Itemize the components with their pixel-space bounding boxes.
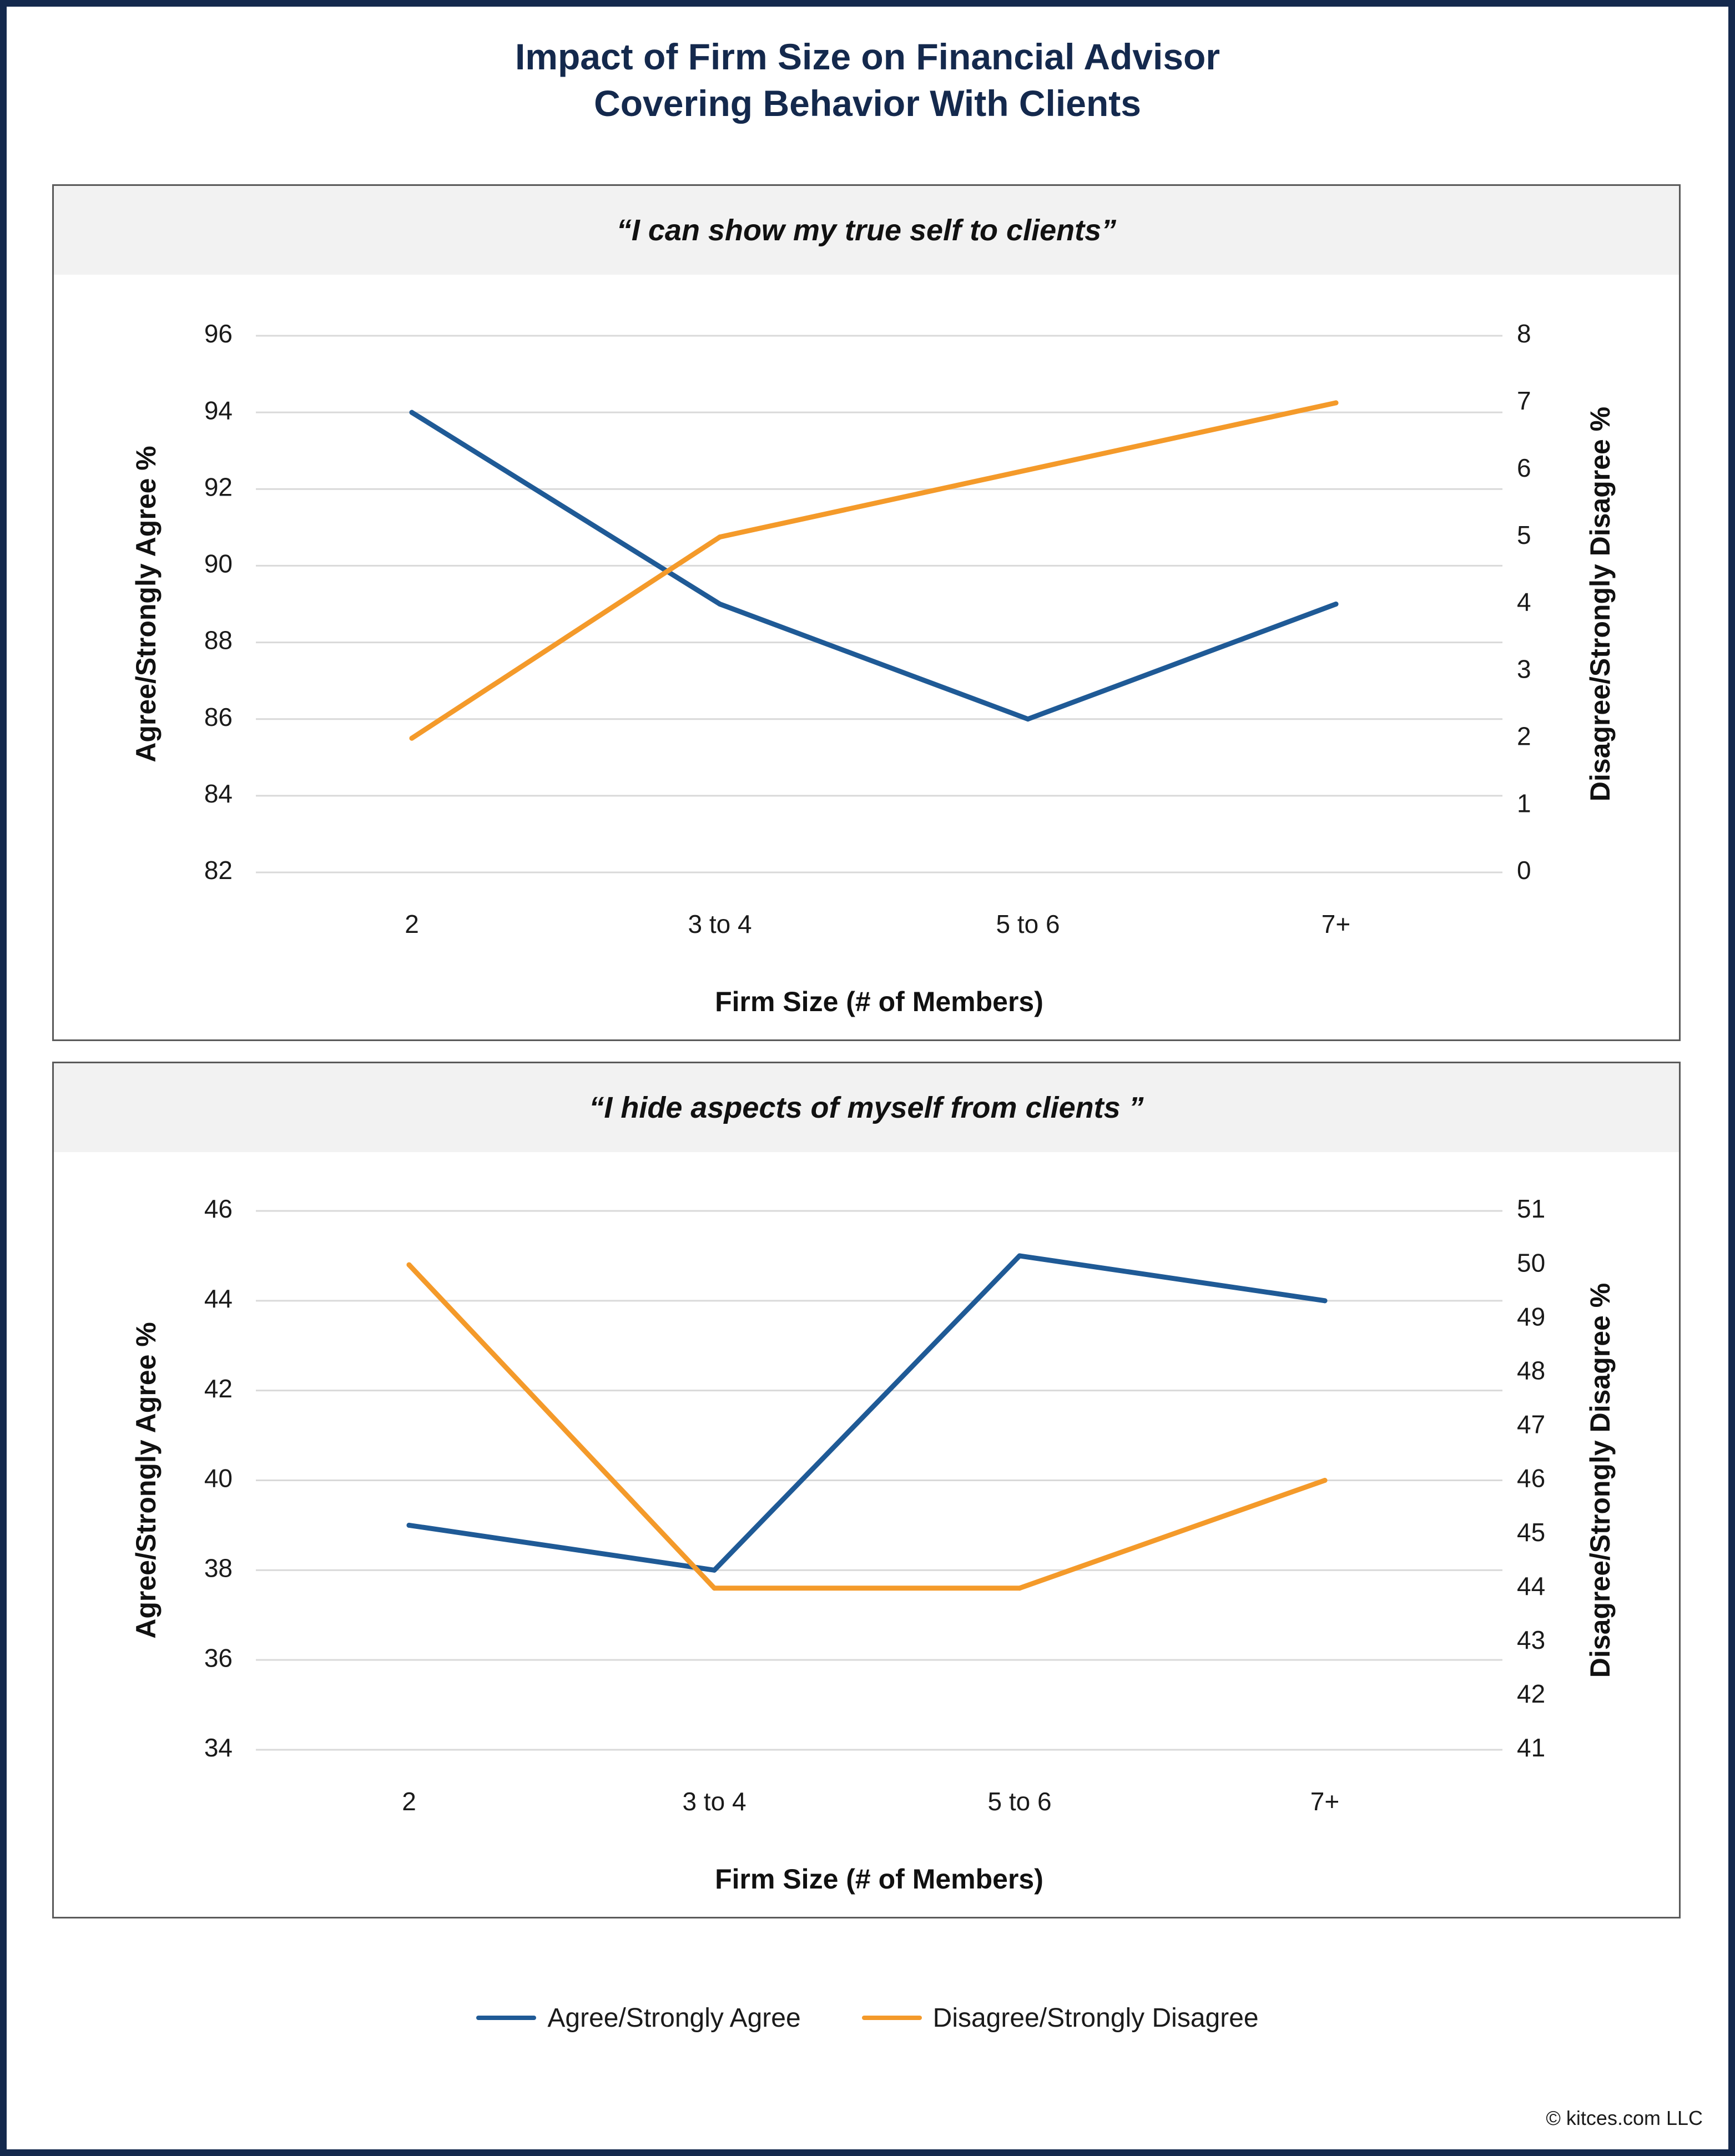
y-right-tick-label: 43 bbox=[1517, 1625, 1545, 1654]
data-point-disagree bbox=[409, 735, 415, 741]
y-right-tick-label: 41 bbox=[1517, 1733, 1545, 1762]
data-point-disagree bbox=[406, 1262, 412, 1268]
x-tick-label: 7+ bbox=[1322, 910, 1350, 938]
y-left-tick-label: 86 bbox=[204, 703, 233, 731]
y-left-tick-label: 88 bbox=[204, 626, 233, 655]
y-left-tick-label: 34 bbox=[204, 1733, 233, 1762]
x-tick-label: 2 bbox=[405, 910, 419, 938]
x-tick-label: 3 to 4 bbox=[682, 1787, 746, 1816]
y-left-tick-label: 46 bbox=[204, 1194, 233, 1223]
chart-panel-hide-aspects: “I hide aspects of myself from clients ”… bbox=[52, 1062, 1681, 1918]
legend-label-disagree: Disagree/Strongly Disagree bbox=[932, 2003, 1259, 2033]
title-line-2: Covering Behavior With Clients bbox=[594, 83, 1141, 124]
figure-title: Impact of Firm Size on Financial Advisor… bbox=[0, 33, 1735, 127]
y-right-tick-label: 51 bbox=[1517, 1194, 1545, 1223]
data-point-agree bbox=[1025, 716, 1031, 722]
legend-swatch-agree bbox=[476, 2016, 537, 2020]
data-point-agree bbox=[409, 410, 415, 415]
y-right-tick-label: 42 bbox=[1517, 1679, 1545, 1708]
series-line-disagree bbox=[409, 400, 1339, 741]
series-line-disagree bbox=[406, 1262, 1328, 1591]
title-line-1: Impact of Firm Size on Financial Advisor bbox=[515, 36, 1220, 77]
y-right-tick-label: 0 bbox=[1517, 856, 1531, 885]
y-right-tick-label: 49 bbox=[1517, 1302, 1545, 1331]
data-point-agree bbox=[717, 602, 723, 607]
data-point-agree bbox=[406, 1522, 412, 1528]
y-left-axis-label: Agree/Strongly Agree % bbox=[130, 446, 162, 763]
y-right-tick-label: 44 bbox=[1517, 1572, 1545, 1600]
legend-item-agree: Agree/Strongly Agree bbox=[476, 2003, 801, 2033]
y-right-tick-label: 45 bbox=[1517, 1518, 1545, 1547]
y-right-tick-label: 8 bbox=[1517, 319, 1531, 348]
legend: Agree/Strongly Agree Disagree/Strongly D… bbox=[0, 1996, 1735, 2040]
line-chart-hide-aspects: 34 36 38 40 42 44 46 41 42 43 44 45 46 47 48 49 50 51 2 3 t… bbox=[130, 1194, 1616, 1895]
data-point-disagree bbox=[717, 534, 723, 540]
data-point-disagree bbox=[1017, 1586, 1022, 1591]
x-tick-label: 5 to 6 bbox=[987, 1787, 1051, 1816]
y-right-tick-label: 1 bbox=[1517, 789, 1531, 817]
data-point-agree bbox=[1333, 602, 1339, 607]
y-right-tick-label: 50 bbox=[1517, 1248, 1545, 1277]
y-left-tick-label: 94 bbox=[204, 396, 233, 425]
y-left-tick-label: 40 bbox=[204, 1464, 233, 1493]
y-left-tick-label: 36 bbox=[204, 1643, 233, 1672]
data-point-disagree bbox=[1333, 400, 1339, 406]
x-tick-label: 2 bbox=[402, 1787, 416, 1816]
x-tick-label: 3 to 4 bbox=[688, 910, 752, 938]
x-tick-label: 5 to 6 bbox=[996, 910, 1060, 938]
y-left-tick-label: 44 bbox=[204, 1284, 233, 1313]
y-left-tick-label: 92 bbox=[204, 472, 233, 501]
y-left-axis-label: Agree/Strongly Agree % bbox=[130, 1322, 162, 1639]
y-right-tick-label: 7 bbox=[1517, 386, 1531, 415]
copyright-footer: © kitces.com LLC bbox=[1546, 2107, 1703, 2129]
y-left-tick-label: 90 bbox=[204, 549, 233, 578]
legend-swatch-disagree bbox=[861, 2016, 922, 2020]
data-point-disagree bbox=[712, 1586, 717, 1591]
y-right-tick-label: 2 bbox=[1517, 721, 1531, 750]
y-left-tick-label: 42 bbox=[204, 1374, 233, 1403]
data-point-disagree bbox=[1322, 1478, 1328, 1483]
chart-title: “I hide aspects of myself from clients ” bbox=[54, 1063, 1679, 1152]
chart-panel-true-self: “I can show my true self to clients” 82 8… bbox=[52, 184, 1681, 1041]
y-right-tick-label: 48 bbox=[1517, 1356, 1545, 1385]
chart-title: “I can show my true self to clients” bbox=[54, 186, 1679, 275]
y-left-tick-label: 84 bbox=[204, 779, 233, 808]
y-right-tick-label: 5 bbox=[1517, 521, 1531, 549]
x-axis-label: Firm Size (# of Members) bbox=[715, 1864, 1043, 1895]
legend-label-agree: Agree/Strongly Agree bbox=[547, 2003, 801, 2033]
x-tick-label: 7+ bbox=[1310, 1787, 1339, 1816]
data-point-agree bbox=[1017, 1253, 1022, 1259]
y-right-tick-label: 4 bbox=[1517, 588, 1531, 617]
y-left-tick-label: 96 bbox=[204, 319, 233, 348]
data-point-disagree bbox=[1025, 467, 1031, 473]
legend-item-disagree: Disagree/Strongly Disagree bbox=[861, 2003, 1259, 2033]
y-right-axis-label: Disagree/Strongly Disagree % bbox=[1585, 1283, 1616, 1678]
series-line-agree bbox=[406, 1253, 1328, 1573]
y-right-axis-label: Disagree/Strongly Disagree % bbox=[1585, 407, 1616, 801]
y-right-tick-label: 3 bbox=[1517, 655, 1531, 684]
y-right-tick-label: 6 bbox=[1517, 453, 1531, 482]
y-left-tick-label: 82 bbox=[204, 856, 233, 885]
data-point-agree bbox=[1322, 1298, 1328, 1304]
x-axis-label: Firm Size (# of Members) bbox=[715, 986, 1043, 1017]
y-left-tick-label: 38 bbox=[204, 1553, 233, 1582]
data-point-agree bbox=[712, 1567, 717, 1573]
y-right-tick-label: 47 bbox=[1517, 1410, 1545, 1439]
series-line-agree bbox=[409, 410, 1339, 722]
y-right-tick-label: 46 bbox=[1517, 1464, 1545, 1493]
